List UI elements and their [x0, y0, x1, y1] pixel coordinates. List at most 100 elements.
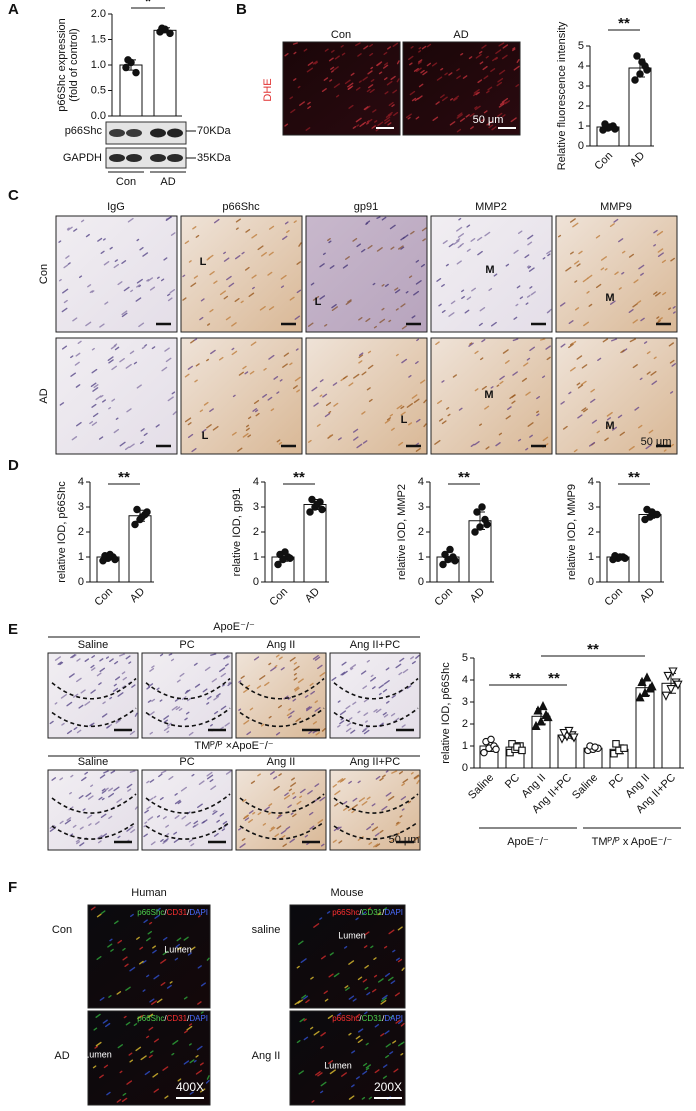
texture: [301, 994, 307, 999]
texture: [413, 398, 420, 404]
texture: [153, 1038, 159, 1043]
micrograph: [555, 337, 678, 455]
texture: [581, 407, 587, 412]
texture: [373, 325, 377, 329]
texture: [365, 1064, 372, 1069]
texture: [319, 295, 326, 300]
texture: [78, 704, 84, 709]
texture: [125, 655, 131, 660]
texture: [280, 835, 286, 839]
texture: [355, 917, 359, 921]
texture: [312, 295, 320, 301]
texture: [396, 404, 403, 410]
texture: [391, 694, 396, 699]
texture: [209, 778, 214, 783]
data-point: [122, 63, 130, 72]
texture: [197, 803, 203, 809]
x-tick-label: Con: [432, 586, 455, 609]
texture: [321, 843, 325, 847]
texture: [546, 250, 552, 255]
texture: [390, 75, 396, 81]
row-label: Con: [52, 924, 72, 936]
texture: [198, 780, 205, 786]
texture: [174, 815, 180, 819]
texture: [190, 946, 196, 951]
texture: [348, 1032, 352, 1036]
texture: [431, 62, 438, 67]
texture: [670, 443, 675, 448]
texture: [501, 54, 508, 60]
y-tick-label: 1: [462, 740, 468, 752]
texture: [390, 246, 395, 250]
y-tick-label: 5: [578, 40, 584, 52]
texture: [575, 307, 580, 311]
texture: [493, 273, 498, 277]
texture: [378, 692, 382, 696]
texture: [155, 424, 160, 428]
texture: [390, 712, 396, 717]
texture: [130, 913, 134, 917]
column-label: gp91: [354, 201, 378, 213]
texture: [99, 997, 105, 1001]
texture: [103, 261, 110, 266]
texture: [62, 288, 69, 294]
texture: [383, 77, 388, 81]
data-point: [473, 508, 481, 516]
texture: [512, 47, 516, 50]
texture: [377, 912, 382, 916]
texture: [436, 76, 443, 81]
texture: [323, 990, 328, 994]
texture: [324, 48, 329, 52]
texture: [163, 726, 170, 732]
texture: [59, 661, 64, 666]
texture: [111, 365, 118, 371]
texture: [477, 250, 483, 256]
texture: [206, 957, 210, 961]
texture: [187, 422, 192, 426]
texture: [381, 805, 388, 811]
texture: [96, 913, 102, 918]
texture: [458, 217, 462, 221]
texture: [231, 322, 237, 327]
stain-part: /: [164, 908, 167, 917]
bar-chart: [586, 29, 654, 147]
texture: [238, 371, 244, 376]
micrograph-bg: [329, 652, 421, 739]
texture: [175, 943, 181, 948]
data-point: [451, 556, 459, 565]
texture: [498, 432, 503, 436]
texture: [184, 373, 190, 378]
texture: [400, 405, 405, 410]
texture: [382, 688, 388, 693]
texture: [364, 964, 369, 969]
significance-label: **: [548, 670, 560, 687]
texture: [570, 251, 574, 255]
data-point: [480, 748, 488, 757]
texture: [58, 279, 62, 282]
texture: [457, 112, 463, 117]
texture: [289, 656, 296, 662]
western-blot: [105, 121, 196, 173]
texture: [91, 368, 98, 374]
texture: [276, 825, 282, 830]
texture: [247, 416, 252, 420]
texture: [61, 307, 68, 313]
texture: [100, 910, 106, 915]
x-tick-label: AD: [303, 586, 322, 605]
texture: [366, 826, 372, 831]
texture: [362, 121, 366, 125]
data-point: [642, 672, 652, 682]
texture: [102, 1019, 108, 1024]
texture: [361, 411, 366, 415]
texture: [409, 90, 416, 96]
texture: [481, 338, 486, 343]
texture: [393, 717, 400, 723]
region-tag: M: [484, 389, 493, 401]
texture: [351, 804, 358, 809]
texture: [95, 395, 102, 401]
texture: [121, 1097, 128, 1103]
texture: [481, 44, 487, 49]
texture: [188, 260, 192, 263]
texture: [284, 792, 289, 797]
texture: [194, 823, 199, 827]
